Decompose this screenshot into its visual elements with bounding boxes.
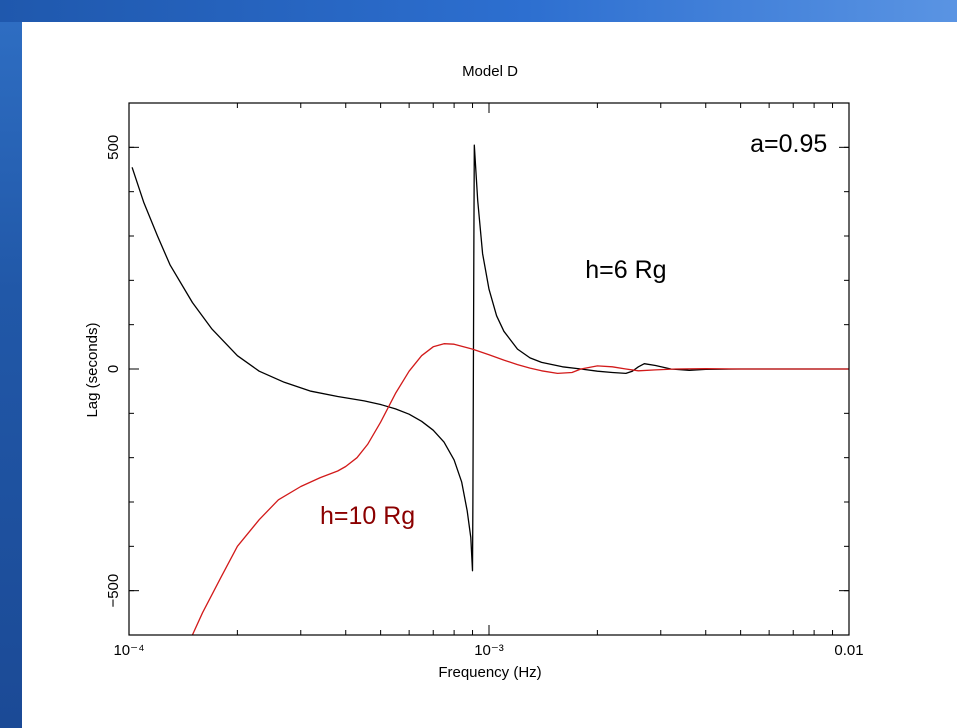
y-tick-label: 0 xyxy=(105,365,122,373)
x-tick-label: 10⁻⁴ xyxy=(113,642,144,659)
y-tick-label: 500 xyxy=(105,135,122,160)
plot-frame xyxy=(128,102,850,636)
annotation-label: h=10 Rg xyxy=(320,502,415,530)
x-axis-label: Frequency (Hz) xyxy=(438,664,541,681)
series-line-h6 xyxy=(131,144,849,572)
slide-top-band xyxy=(0,0,957,22)
slide-left-band xyxy=(0,0,22,728)
y-tick-label: −500 xyxy=(105,574,122,608)
x-tick-label: 10⁻³ xyxy=(474,642,504,659)
annotation-label: a=0.95 xyxy=(750,130,827,158)
x-tick-label: 0.01 xyxy=(834,642,863,659)
annotation-label: h=6 Rg xyxy=(585,256,666,284)
y-axis-label: Lag (seconds) xyxy=(84,322,101,417)
series-line-h10 xyxy=(191,343,849,635)
chart-title: Model D xyxy=(462,63,518,80)
